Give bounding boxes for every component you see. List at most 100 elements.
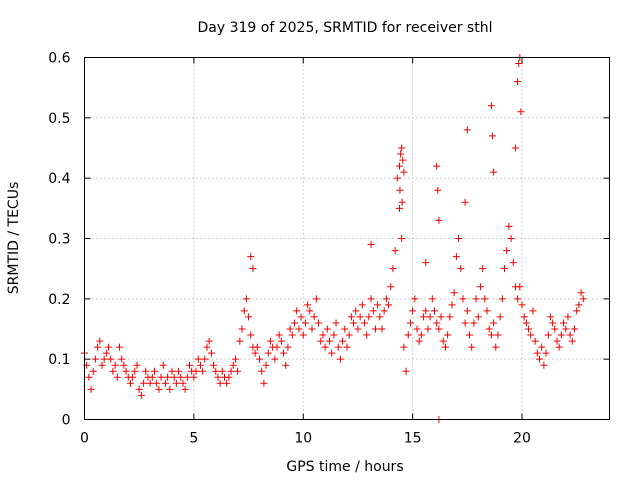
data-point: [538, 343, 546, 351]
data-point: [361, 319, 368, 327]
data-point: [339, 337, 347, 345]
data-point: [474, 313, 482, 321]
data-point: [245, 313, 253, 321]
x-tick-label: 20: [513, 431, 531, 447]
data-point: [444, 331, 452, 339]
data-point: [330, 331, 338, 339]
chart-title: Day 319 of 2025, SRMTID for receiver sth…: [198, 20, 493, 36]
data-point: [487, 331, 495, 339]
data-point: [293, 307, 301, 315]
data-point: [317, 337, 325, 345]
data-point: [214, 373, 222, 381]
y-tick-label: 0.6: [48, 51, 70, 67]
data-point: [365, 313, 373, 321]
data-point: [319, 331, 327, 339]
data-point: [446, 313, 454, 321]
data-point: [153, 379, 161, 387]
data-point: [256, 355, 263, 363]
data-point: [297, 313, 305, 321]
data-point: [280, 349, 288, 357]
data-point: [347, 313, 355, 321]
data-point: [422, 259, 430, 267]
data-point: [223, 379, 231, 387]
data-point: [148, 373, 156, 381]
data-point: [396, 186, 404, 194]
data-point: [406, 319, 414, 327]
data-point: [470, 319, 478, 327]
data-point: [155, 385, 163, 393]
data-point: [371, 325, 379, 333]
data-point: [435, 216, 443, 224]
data-point: [304, 301, 312, 309]
data-point: [87, 385, 95, 393]
data-point: [157, 373, 165, 381]
data-point: [363, 331, 371, 339]
data-point: [468, 343, 476, 351]
data-point: [577, 289, 585, 297]
data-point: [105, 343, 113, 351]
data-point: [507, 235, 515, 242]
data-point: [315, 319, 323, 327]
data-point: [288, 331, 296, 339]
data-point: [332, 319, 340, 327]
data-point: [575, 301, 583, 309]
data-point: [546, 313, 554, 321]
data-point: [109, 367, 117, 375]
data-point: [374, 301, 382, 309]
data-point: [472, 295, 480, 303]
data-point: [402, 367, 410, 375]
data-point: [568, 337, 576, 345]
data-point: [190, 373, 198, 381]
x-tick-label: 10: [294, 431, 312, 447]
y-tick-label: 0.5: [48, 111, 70, 127]
data-point: [498, 295, 506, 303]
data-point: [301, 319, 309, 327]
y-tick-label: 0.1: [48, 352, 70, 368]
data-point: [170, 373, 178, 381]
data-point: [441, 343, 449, 351]
data-point: [151, 367, 158, 375]
data-point: [262, 361, 270, 369]
data-point: [284, 343, 292, 351]
data-point: [345, 331, 353, 339]
data-point: [562, 325, 570, 333]
data-point: [435, 325, 443, 333]
data-point: [490, 168, 498, 176]
data-point: [234, 367, 242, 375]
data-point: [376, 313, 384, 321]
data-point: [116, 343, 123, 351]
data-point: [336, 355, 344, 363]
data-point: [275, 331, 283, 339]
data-point: [488, 132, 496, 140]
data-point: [573, 307, 581, 315]
data-point: [483, 307, 491, 315]
data-point: [531, 337, 539, 345]
data-point: [518, 301, 526, 309]
data-point: [527, 331, 535, 339]
data-point: [168, 367, 176, 375]
data-point: [397, 150, 405, 158]
data-point: [505, 222, 513, 230]
data-point: [231, 355, 239, 363]
data-point: [496, 313, 504, 321]
data-point: [492, 343, 500, 351]
data-point: [102, 349, 110, 357]
data-point: [146, 379, 154, 387]
data-point: [439, 337, 447, 345]
data-point: [450, 289, 458, 297]
data-point: [542, 349, 550, 357]
data-point: [249, 265, 257, 273]
data-point: [94, 343, 102, 351]
data-point: [551, 325, 559, 333]
data-point: [201, 355, 209, 363]
data-point: [273, 343, 281, 351]
data-point: [98, 361, 106, 369]
data-point: [310, 313, 318, 321]
x-tick-label: 0: [80, 431, 89, 447]
data-point: [229, 361, 237, 369]
data-point: [352, 307, 360, 315]
data-point: [533, 349, 541, 357]
data-point: [557, 331, 565, 339]
data-point: [389, 265, 397, 273]
